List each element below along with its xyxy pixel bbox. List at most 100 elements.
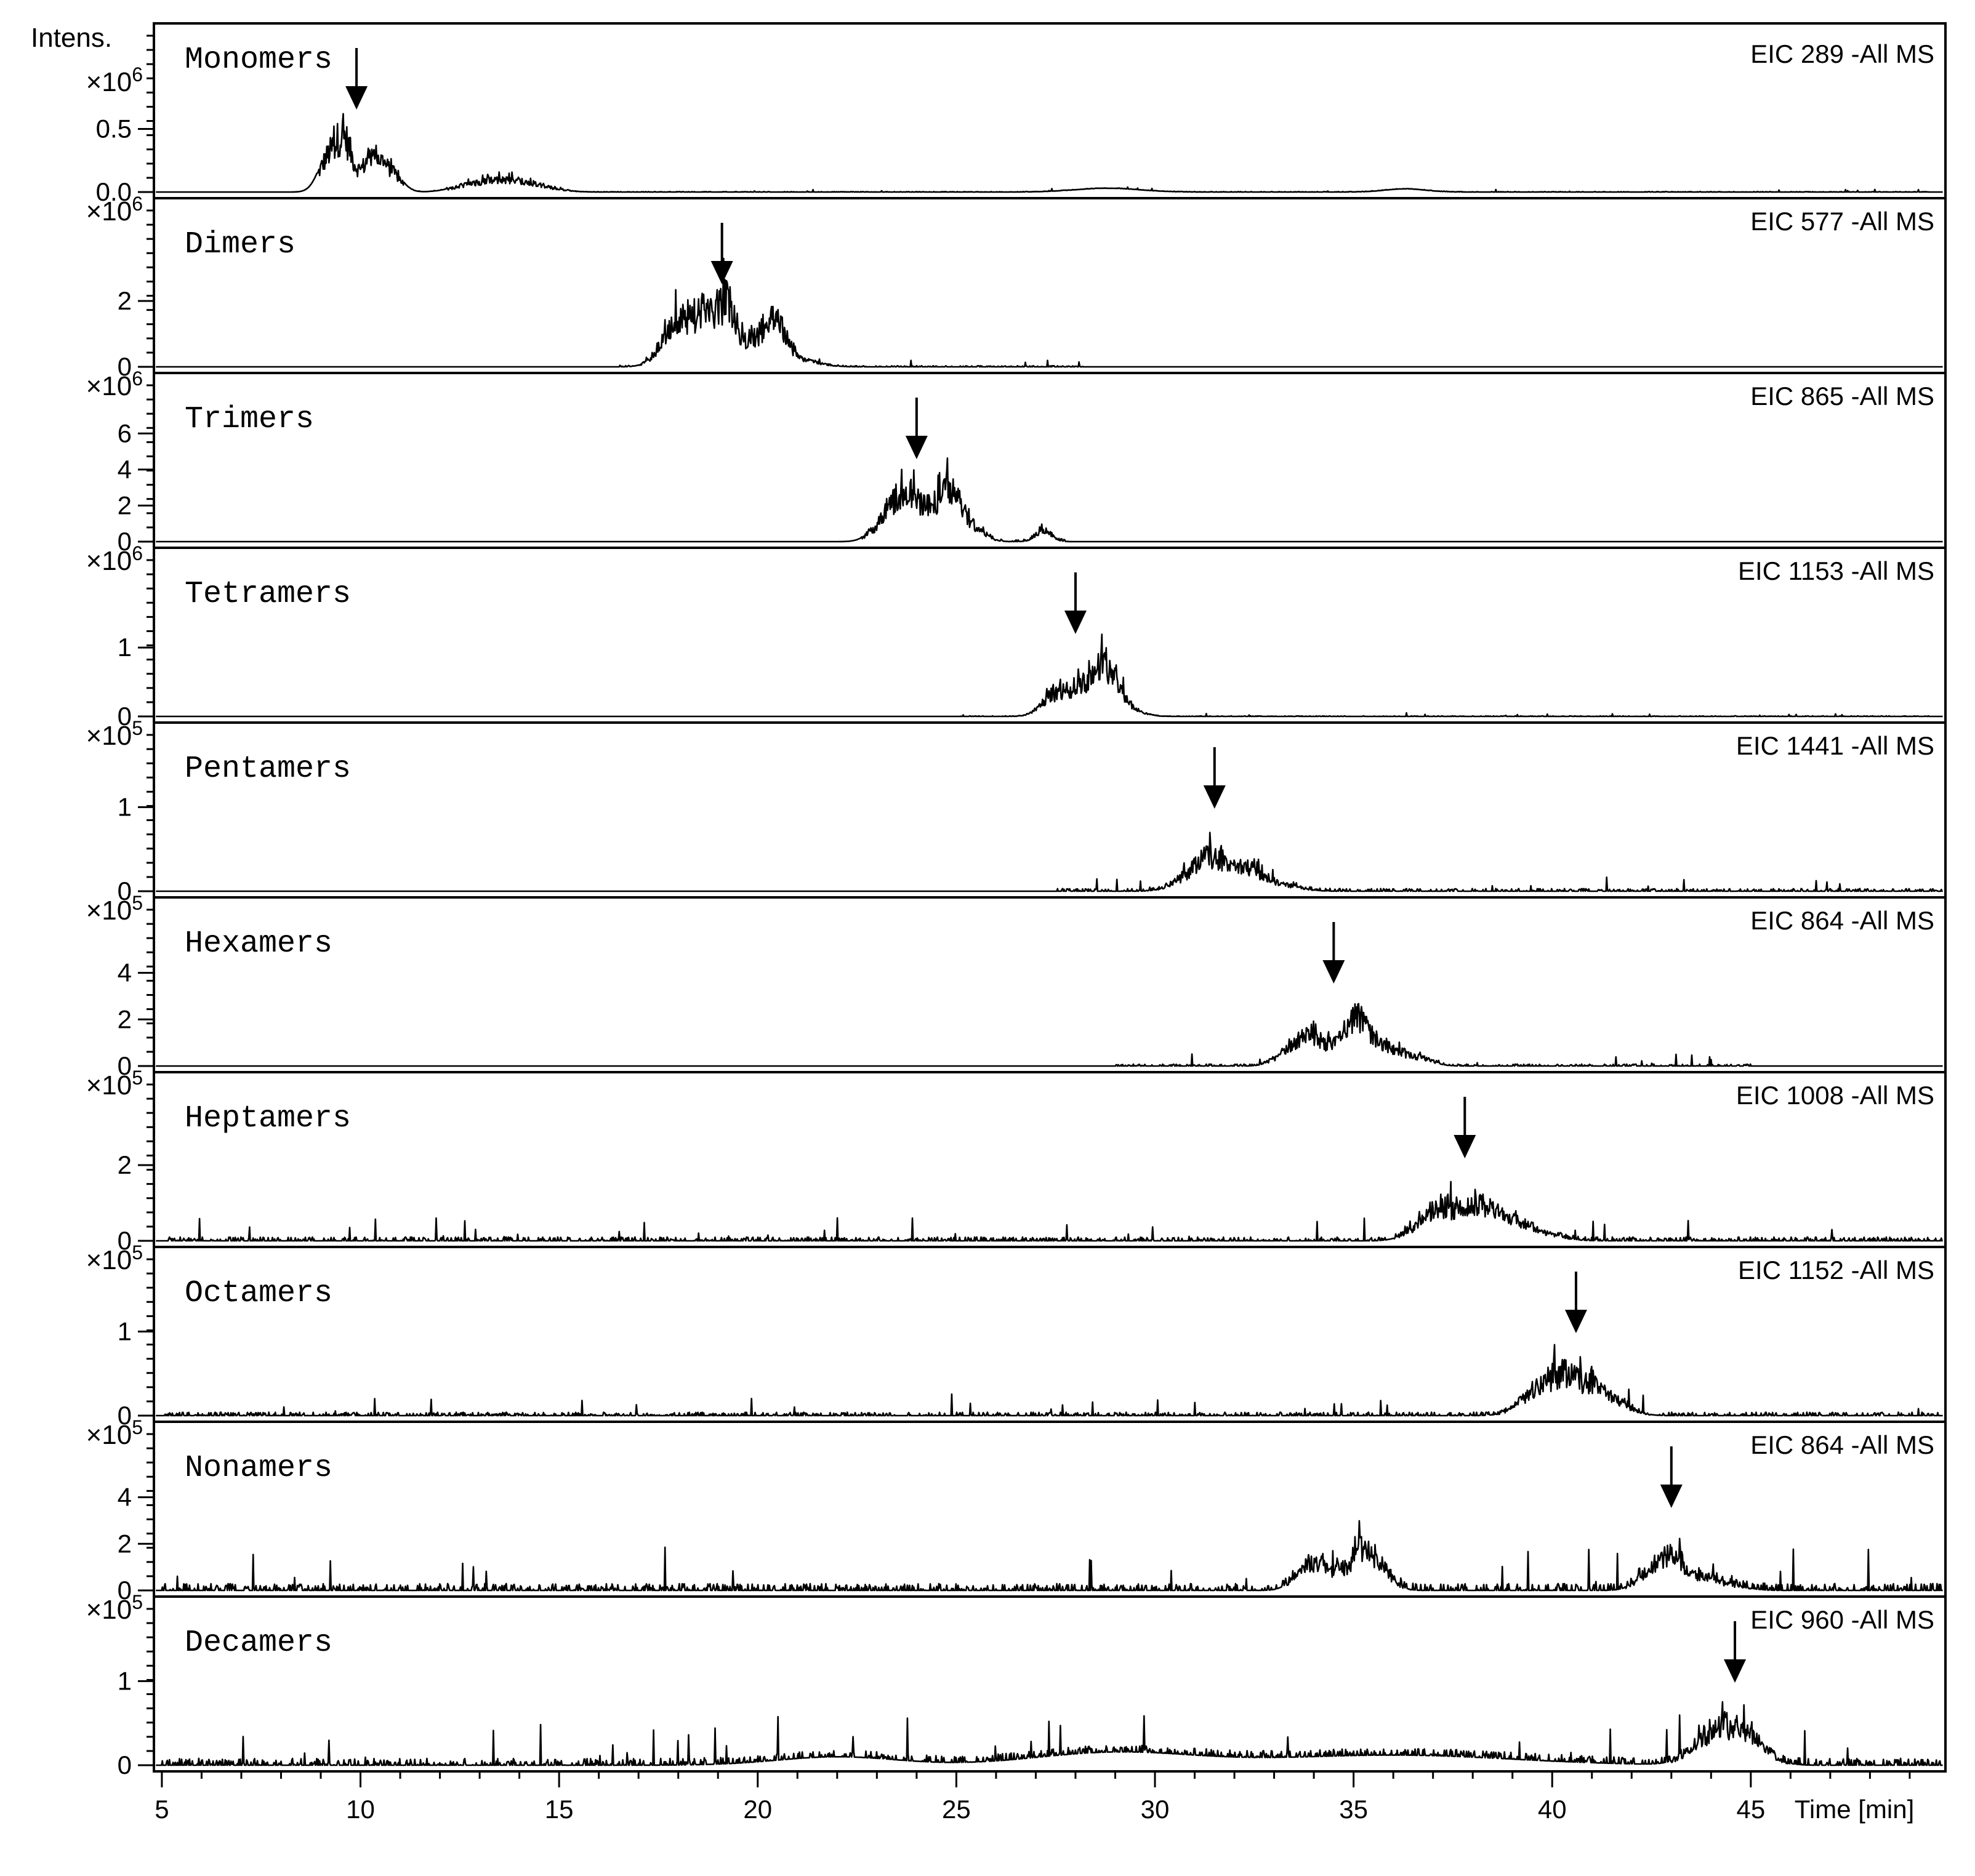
y-tick-label: 1 (118, 1666, 132, 1695)
y-tick-label: 4 (118, 455, 132, 484)
y-tick-label: 4 (118, 1483, 132, 1512)
peak-arrow-head (1564, 1310, 1587, 1333)
peak-arrow-head (1660, 1485, 1683, 1508)
y-exponent-label: ×105 (86, 1067, 143, 1100)
y-exponent-power: 6 (132, 193, 143, 215)
panel-pentamers: 0 1 ×105 Pentamers EIC 1441 -All MS (86, 717, 1947, 905)
y-exponent-label: ×105 (86, 717, 143, 751)
y-tick-label: 0 (118, 876, 132, 905)
y-tick-label: 2 (118, 1004, 132, 1033)
eic-label: EIC 577 -All MS (1750, 207, 1934, 236)
trace-line (156, 1701, 1943, 1766)
eic-label: EIC 1152 -All MS (1738, 1256, 1934, 1285)
trace-line (156, 1520, 1943, 1592)
panel-name: Trimers (185, 402, 314, 437)
y-tick-label: 0 (118, 352, 132, 381)
y-exponent-base: ×10 (86, 546, 132, 576)
panel-decamers: 0 1 ×105 Decamers EIC 960 -All MS (86, 1591, 1947, 1779)
eic-label: EIC 960 -All MS (1750, 1605, 1934, 1634)
panel-name: Decamers (185, 1625, 332, 1661)
x-tick-label: 15 (545, 1795, 574, 1824)
trace-line (156, 832, 1943, 892)
eic-label: EIC 1153 -All MS (1738, 556, 1934, 585)
peak-arrow-head (1322, 960, 1345, 984)
x-axis: Time [min] 5 10 15 20 25 30 35 40 45 (155, 1771, 1914, 1824)
peak-arrow-head (1064, 611, 1087, 634)
y-tick-label: 0 (118, 702, 132, 731)
peak-arrow-head (345, 86, 368, 110)
x-tick-label: 10 (346, 1795, 375, 1824)
x-tick-label: 5 (155, 1795, 169, 1824)
panel-octamers: 0 1 ×105 Octamers EIC 1152 -All MS (86, 1241, 1947, 1430)
peak-arrow-head (1203, 785, 1226, 809)
eic-label: EIC 864 -All MS (1750, 906, 1934, 935)
y-exponent-base: ×10 (86, 1245, 132, 1275)
panel-heptamers: 0 2 ×105 Heptamers EIC 1008 -All MS (86, 1067, 1947, 1255)
y-exponent-power: 5 (132, 1067, 143, 1089)
y-exponent-base: ×10 (86, 1420, 132, 1450)
peak-arrow-head (710, 261, 733, 284)
y-exponent-power: 6 (132, 63, 143, 86)
y-exponent-label: ×105 (86, 1241, 143, 1275)
y-exponent-label: ×105 (86, 1416, 143, 1450)
panel-name: Tetramers (185, 577, 351, 612)
y-exponent-base: ×10 (86, 371, 132, 401)
eic-label: EIC 864 -All MS (1750, 1430, 1934, 1459)
y-tick-label: 1 (118, 792, 132, 821)
x-tick-label: 20 (743, 1795, 772, 1824)
peak-arrow-head (905, 436, 928, 459)
y-exponent-label: ×106 (86, 193, 143, 226)
y-tick-label: 2 (118, 1529, 132, 1558)
peak-arrow-head (1454, 1135, 1476, 1158)
y-tick-label: 6 (118, 419, 132, 447)
y-exponent-label: ×105 (86, 892, 143, 926)
y-axis-label: Intens. (31, 23, 112, 53)
trace-line (156, 1003, 1943, 1067)
y-exponent-base: ×10 (86, 896, 132, 926)
y-exponent-label: ×106 (86, 63, 143, 97)
y-tick-label: 1 (118, 633, 132, 662)
y-tick-label: 1 (118, 1317, 132, 1345)
y-exponent-power: 5 (132, 1241, 143, 1264)
x-tick-label: 45 (1736, 1795, 1765, 1824)
panels: 0.00.5×106 Monomers EIC 289 -All MS02×106D… (86, 22, 1947, 1779)
eic-label: EIC 865 -All MS (1750, 382, 1934, 411)
y-exponent-base: ×10 (86, 721, 132, 751)
y-exponent-label: ×106 (86, 367, 143, 401)
eic-label: EIC 289 -All MS (1750, 39, 1934, 68)
panel-name: Heptamers (185, 1101, 351, 1136)
panel-frame (153, 1595, 1947, 1773)
x-tick-label: 30 (1141, 1795, 1170, 1824)
y-tick-label: 0 (118, 1576, 132, 1605)
y-tick-label: 2 (118, 1150, 132, 1179)
trace-line (156, 1344, 1943, 1417)
trace-line (156, 633, 1943, 718)
panel-tetramers: 0 1 ×106 Tetramers EIC 1153 -All MS (86, 542, 1947, 731)
y-exponent-base: ×10 (86, 1070, 132, 1100)
panel-name: Dimers (185, 227, 296, 262)
y-exponent-power: 5 (132, 717, 143, 739)
y-tick-label: 0.5 (96, 114, 132, 143)
peak-arrow-head (1724, 1659, 1747, 1683)
x-axis-label: Time [min] (1795, 1795, 1914, 1824)
y-tick-label: 0 (118, 1051, 132, 1080)
panel-name: Hexamers (185, 926, 332, 961)
trace-line (156, 457, 1943, 543)
trace-line (156, 1181, 1943, 1242)
y-exponent-label: ×105 (86, 1591, 143, 1625)
panel-name: Octamers (185, 1276, 332, 1311)
trace-line (156, 113, 1943, 193)
panel-name: Nonamers (185, 1451, 332, 1486)
y-exponent-power: 6 (132, 367, 143, 390)
y-exponent-base: ×10 (86, 196, 132, 226)
y-exponent-power: 5 (132, 1416, 143, 1438)
panel-hexamers: 0 2 4 ×105 Hexamers EIC 864 -All MS (86, 892, 1947, 1080)
y-exponent-base: ×10 (86, 67, 132, 97)
x-tick-label: 40 (1538, 1795, 1567, 1824)
y-tick-label: 0 (118, 1226, 132, 1255)
eic-label: EIC 1441 -All MS (1736, 731, 1934, 760)
y-tick-label: 2 (118, 286, 132, 315)
y-exponent-power: 5 (132, 1591, 143, 1613)
